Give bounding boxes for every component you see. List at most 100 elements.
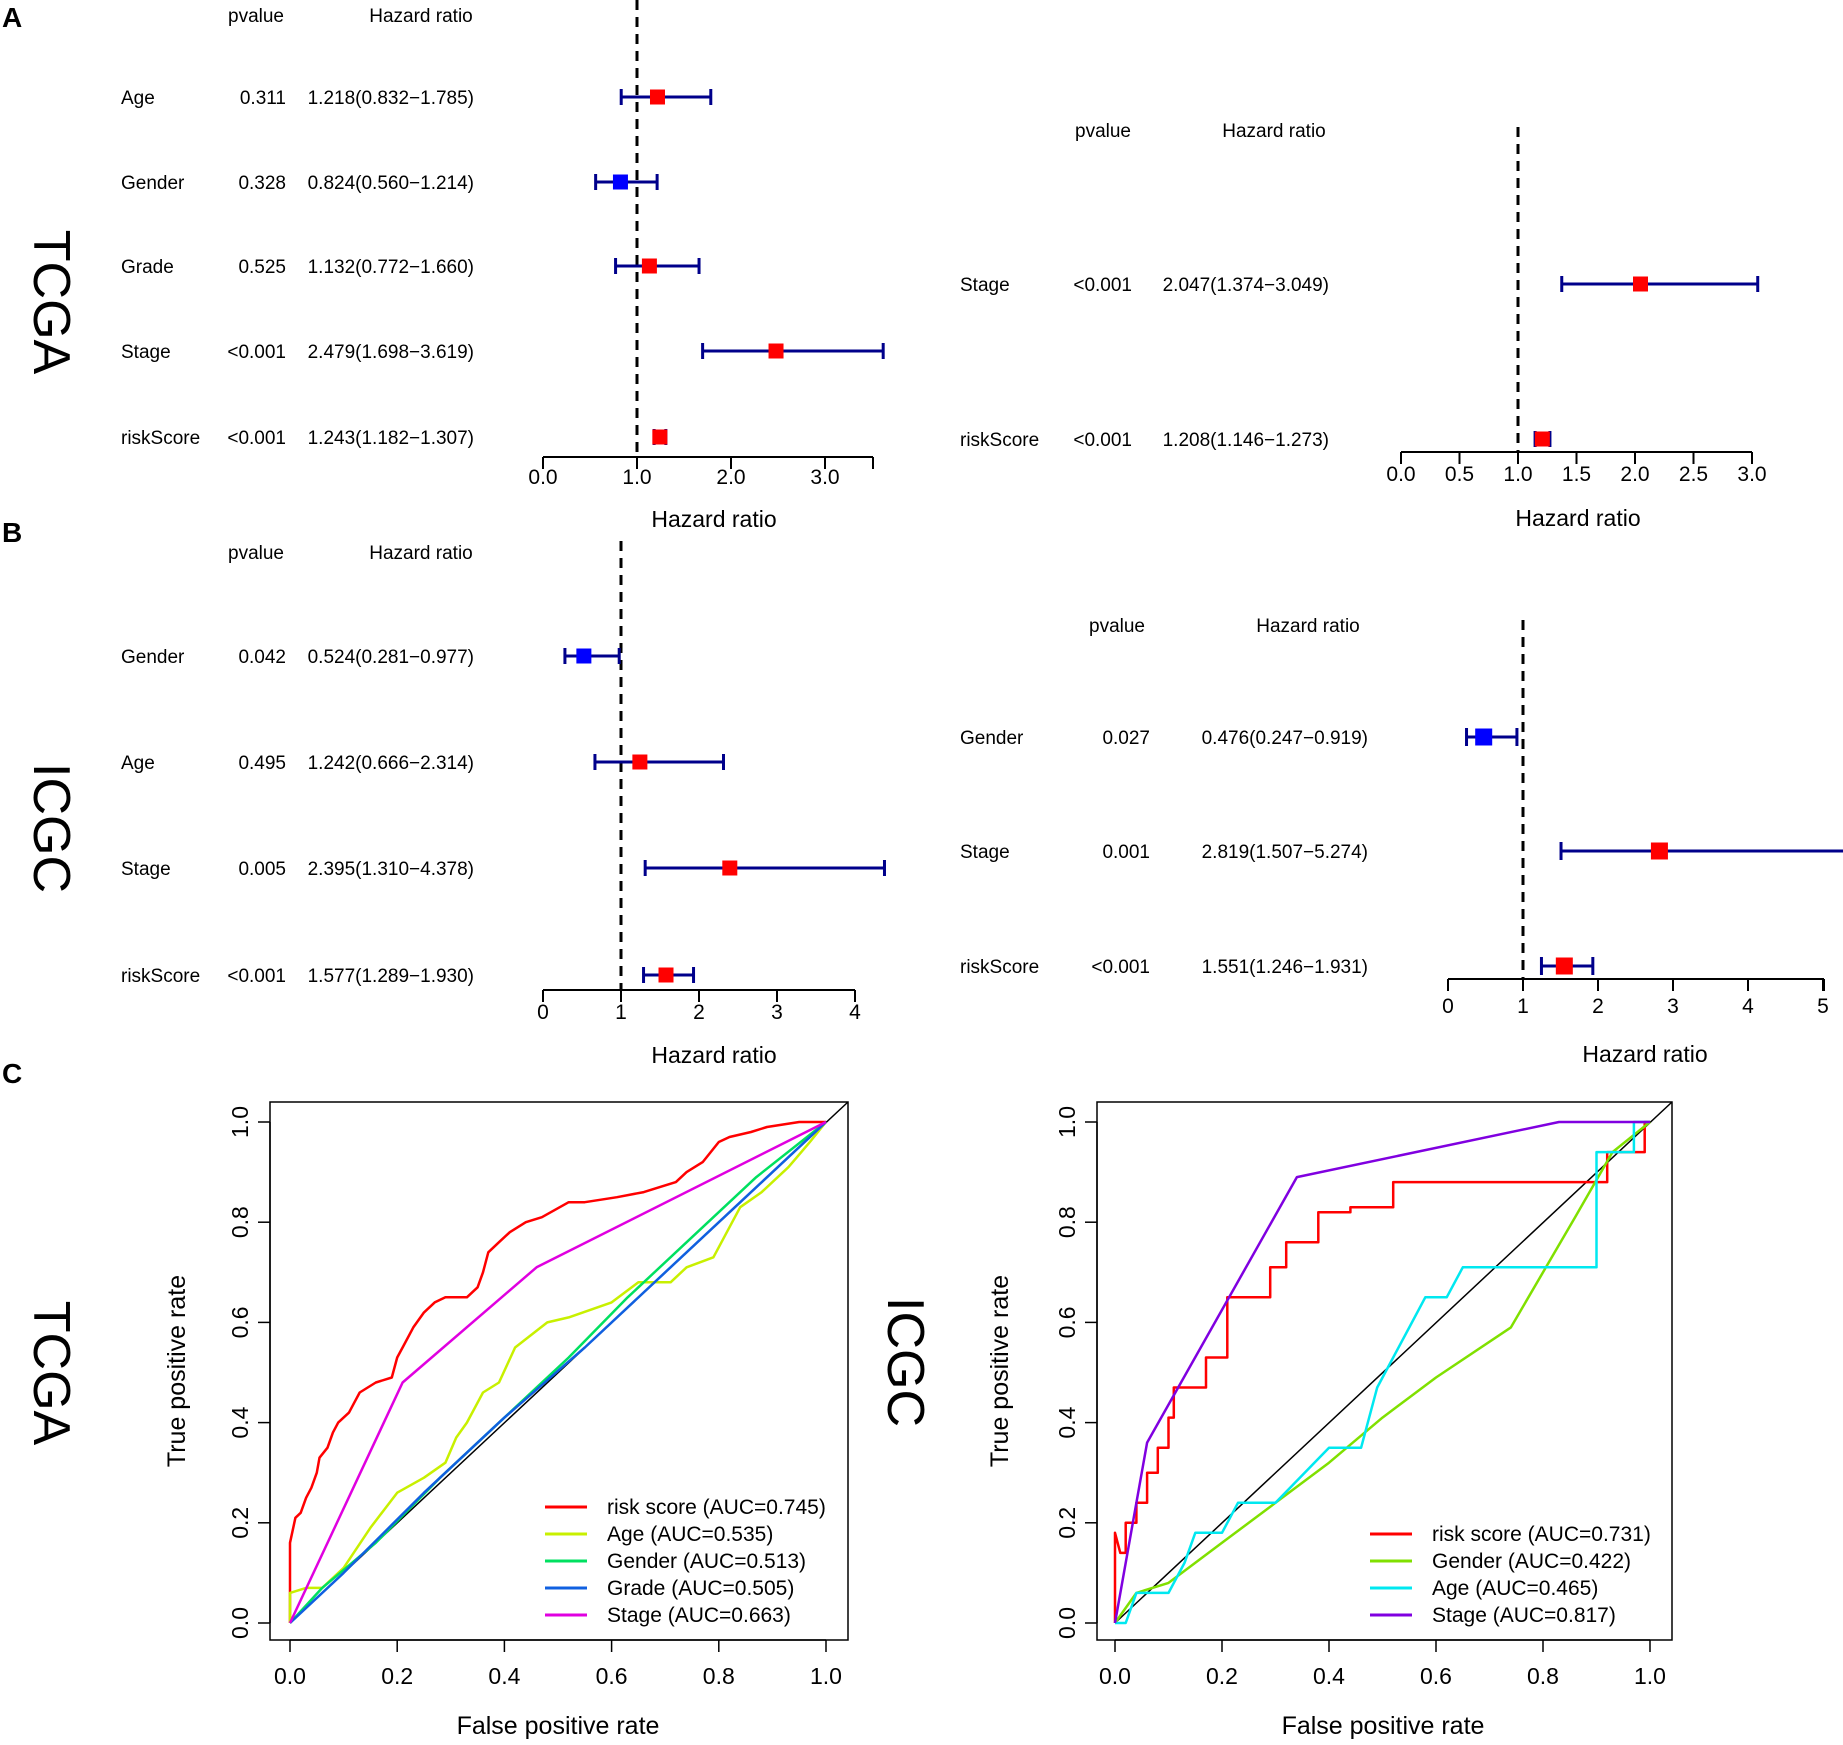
variable-label: Gender bbox=[121, 647, 185, 668]
y-tick-label: 0.2 bbox=[227, 1507, 253, 1539]
variable-label: Gender bbox=[121, 173, 185, 194]
legend-label: Age (AUC=0.465) bbox=[1432, 1577, 1598, 1600]
x-tick-label: 1.0 bbox=[622, 466, 651, 489]
hazard-ratio-text: 1.218(0.832−1.785) bbox=[308, 88, 474, 109]
hazard-ratio-text: 1.208(1.146−1.273) bbox=[1163, 430, 1329, 451]
forest-plot-icgc-multivariate: pvalue Hazard ratio Gender 0.027 0.476(0.247… bbox=[960, 616, 1843, 1067]
x-tick-label: 1.0 bbox=[1634, 1663, 1666, 1689]
variable-label: Stage bbox=[960, 275, 1010, 296]
roc-curve-gender bbox=[1113, 1121, 1651, 1624]
panel-letter-a: A bbox=[2, 2, 22, 33]
hazard-ratio-text: 2.479(1.698−3.619) bbox=[308, 342, 474, 363]
y-tick-label: 0.0 bbox=[227, 1607, 253, 1639]
pvalue-header: pvalue bbox=[228, 543, 284, 564]
variable-label: riskScore bbox=[960, 957, 1039, 978]
x-tick-label: 2.0 bbox=[716, 466, 745, 489]
x-tick-label: 1 bbox=[615, 1001, 627, 1024]
variable-label: Age bbox=[121, 88, 155, 109]
hazard-ratio-text: 1.551(1.246−1.931) bbox=[1202, 957, 1368, 978]
cohort-label-icgc-c: ICGC bbox=[876, 1297, 934, 1427]
pvalue-text: <0.001 bbox=[227, 428, 286, 449]
legend-label: Stage (AUC=0.817) bbox=[1432, 1604, 1616, 1627]
roc-plot-tcga: 0.0 0.0 0.2 0.2 0.4 0.4 0.6 0.6 0.8 0.8 1.0 1.0 risk… bbox=[163, 1101, 849, 1740]
cohort-label-tcga-c: TCGA bbox=[22, 1301, 80, 1446]
diagonal-reference-line bbox=[1114, 1101, 1673, 1624]
x-axis-title: Hazard ratio bbox=[1515, 505, 1640, 531]
hazard-ratio-text: 2.395(1.310−4.378) bbox=[308, 859, 474, 880]
variable-label: riskScore bbox=[960, 430, 1039, 451]
variable-label: Stage bbox=[121, 342, 171, 363]
x-tick-label: 0.2 bbox=[1206, 1663, 1238, 1689]
pvalue-text: 0.495 bbox=[238, 753, 286, 774]
hazard-ratio-text: 0.824(0.560−1.214) bbox=[308, 173, 474, 194]
hazard-ratio-point bbox=[1632, 276, 1648, 292]
hazard-ratio-header: Hazard ratio bbox=[369, 6, 473, 27]
pvalue-header: pvalue bbox=[1089, 616, 1145, 637]
hazard-ratio-point bbox=[768, 343, 784, 359]
variable-label: Stage bbox=[121, 859, 171, 880]
hazard-ratio-text: 1.243(1.182−1.307) bbox=[308, 428, 474, 449]
hazard-ratio-header: Hazard ratio bbox=[369, 543, 473, 564]
x-tick-label: 3 bbox=[1667, 995, 1679, 1018]
hazard-ratio-point bbox=[722, 860, 738, 876]
pvalue-text: <0.001 bbox=[1091, 957, 1150, 978]
x-tick-label: 1 bbox=[1517, 995, 1529, 1018]
hazard-ratio-point bbox=[649, 89, 665, 105]
x-tick-label: 3.0 bbox=[1737, 463, 1766, 486]
hazard-ratio-point bbox=[1650, 842, 1668, 860]
cohort-label-icgc-b: ICGC bbox=[22, 763, 80, 893]
forest-plot-tcga-multivariate: pvalue Hazard ratio Stage <0.001 2.047(1.374… bbox=[960, 121, 1767, 531]
x-tick-label: 1.0 bbox=[810, 1663, 842, 1689]
x-axis-title: False positive rate bbox=[457, 1712, 660, 1740]
x-tick-label: 3 bbox=[771, 1001, 783, 1024]
pvalue-text: 0.525 bbox=[238, 257, 286, 278]
x-axis-title: False positive rate bbox=[1282, 1712, 1485, 1740]
hazard-ratio-point bbox=[1534, 431, 1550, 447]
pvalue-text: 0.042 bbox=[238, 647, 286, 668]
legend-label: Stage (AUC=0.663) bbox=[607, 1604, 791, 1627]
pvalue-text: 0.328 bbox=[238, 173, 286, 194]
hazard-ratio-point bbox=[641, 258, 657, 274]
legend-label: risk score (AUC=0.731) bbox=[1432, 1523, 1651, 1546]
y-axis-title: True positive rate bbox=[163, 1275, 191, 1467]
x-axis-title: Hazard ratio bbox=[651, 1042, 776, 1068]
x-tick-label: 0.6 bbox=[1420, 1663, 1452, 1689]
roc-curve-age bbox=[1115, 1120, 1650, 1625]
legend-label: Gender (AUC=0.422) bbox=[1432, 1550, 1631, 1573]
x-tick-label: 4 bbox=[849, 1001, 861, 1024]
x-tick-label: 0.2 bbox=[381, 1663, 413, 1689]
variable-label: Age bbox=[121, 753, 155, 774]
pvalue-text: <0.001 bbox=[1073, 430, 1132, 451]
x-tick-label: 0.6 bbox=[596, 1663, 628, 1689]
x-tick-label: 0.8 bbox=[1527, 1663, 1559, 1689]
roc-plot-icgc: 0.0 0.0 0.2 0.2 0.4 0.4 0.6 0.6 0.8 0.8 1.0 1.0 risk… bbox=[986, 1101, 1673, 1740]
x-tick-label: 4 bbox=[1742, 995, 1754, 1018]
hazard-ratio-header: Hazard ratio bbox=[1256, 616, 1360, 637]
x-tick-label: 0 bbox=[537, 1001, 549, 1024]
variable-label: Gender bbox=[960, 728, 1024, 749]
x-tick-label: 0.8 bbox=[703, 1663, 735, 1689]
forest-plot-icgc-univariate: pvalue Hazard ratio Gender 0.042 0.524(0.281… bbox=[121, 541, 886, 1068]
y-axis-title: True positive rate bbox=[986, 1275, 1014, 1467]
hazard-ratio-text: 0.476(0.247−0.919) bbox=[1202, 728, 1368, 749]
x-tick-label: 1.5 bbox=[1562, 463, 1591, 486]
legend-label: Age (AUC=0.535) bbox=[607, 1523, 773, 1546]
hazard-ratio-point bbox=[612, 174, 628, 190]
x-tick-label: 0.0 bbox=[528, 466, 557, 489]
hazard-ratio-header: Hazard ratio bbox=[1222, 121, 1326, 142]
pvalue-text: 0.311 bbox=[240, 88, 286, 109]
x-tick-label: 0.4 bbox=[488, 1663, 520, 1689]
hazard-ratio-text: 2.819(1.507−5.274) bbox=[1202, 842, 1368, 863]
pvalue-header: pvalue bbox=[1075, 121, 1131, 142]
y-tick-label: 1.0 bbox=[227, 1106, 253, 1138]
x-tick-label: 5 bbox=[1817, 995, 1829, 1018]
roc-curve-stage bbox=[288, 1120, 827, 1624]
x-axis-title: Hazard ratio bbox=[1582, 1041, 1707, 1067]
x-tick-label: 1.0 bbox=[1503, 463, 1532, 486]
x-tick-label: 0 bbox=[1442, 995, 1454, 1018]
y-tick-label: 0.6 bbox=[1054, 1306, 1080, 1338]
x-tick-label: 0.0 bbox=[1386, 463, 1415, 486]
x-tick-label: 2.0 bbox=[1620, 463, 1649, 486]
hazard-ratio-text: 1.242(0.666−2.314) bbox=[308, 753, 474, 774]
